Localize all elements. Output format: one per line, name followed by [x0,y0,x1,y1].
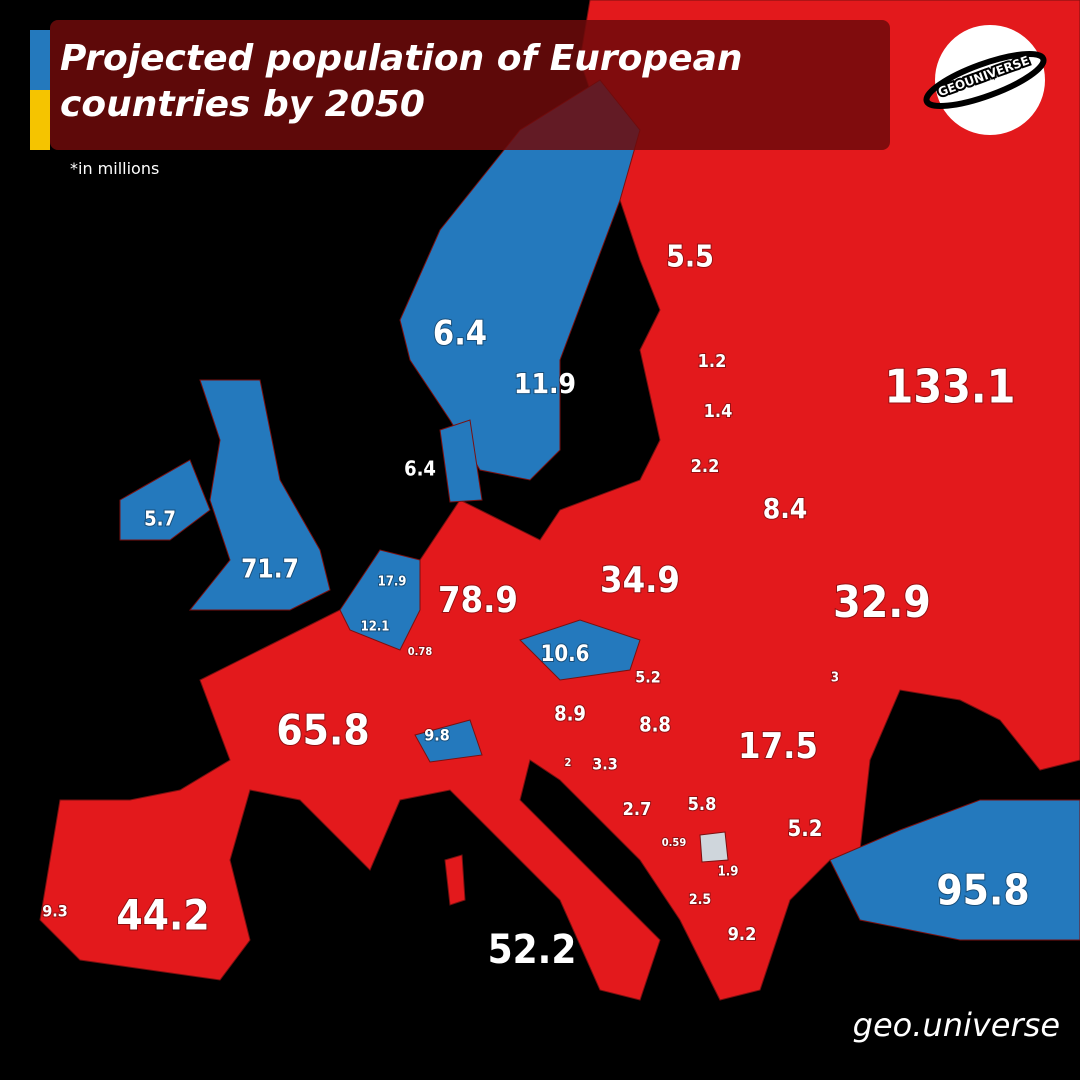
region-value: 2.7 [623,799,652,820]
region-value: 11.9 [514,367,576,400]
region-value: 17.5 [738,726,818,767]
region-value: 65.8 [276,706,369,755]
region-value: 34.9 [600,560,680,601]
benelux [339,549,421,651]
red-countries [39,0,1080,1001]
region-value: 3.3 [592,755,618,774]
region-value: 9.8 [424,726,450,745]
ireland [119,459,211,541]
region-value: 3 [831,671,839,686]
region-value: 2.5 [689,892,711,908]
region-value: 9.2 [728,924,757,945]
sardinia-corsica [444,854,466,906]
denmark [439,419,483,503]
flag-blue [30,30,50,90]
region-value: 133.1 [885,360,1016,414]
flag-yellow [30,90,50,150]
czechia [519,619,641,681]
logo-ring [923,51,1047,109]
region-value: 8.8 [639,713,671,737]
region-value: 95.8 [936,866,1029,915]
switzerland [414,719,483,763]
region-value: 6.4 [404,457,436,481]
region-value: 12.1 [361,620,390,635]
kosovo [699,831,729,863]
region-value: 5.2 [635,668,661,687]
region-value: 8.4 [763,492,808,525]
region-value: 5.8 [688,794,717,815]
region-value: 2 [565,756,572,769]
labels: 5.5 6.4 11.9 1.2 1.4 133.1 6.4 2.2 5.7 8.4 71.7 17.… [41,239,1030,975]
note: *in millions [70,159,159,178]
region-value: 8.9 [554,702,586,726]
title-box [50,20,890,150]
region-value: 71.7 [241,555,299,585]
region-value: 5.5 [666,240,714,275]
great-britain [188,379,331,611]
region-value: 0.59 [662,836,687,849]
region-value: 1.4 [704,401,733,422]
region-value: 5.2 [787,817,822,842]
region-value: 44.2 [116,891,209,940]
region-value: 2.2 [691,456,720,477]
region-value: 52.2 [488,927,577,973]
region-value: 32.9 [833,577,931,628]
region-value: 5.7 [144,507,176,531]
region-value: 10.6 [541,642,590,667]
watermark: geo.universe [853,1006,1060,1044]
title-holder: Projected population of European countri… [60,38,743,125]
region-value: 1.2 [698,351,727,372]
region-value: 0.78 [408,645,433,658]
land [39,0,1080,1001]
chart-title: Projected population of European countri… [60,38,743,125]
region-value: 78.9 [438,580,518,621]
region-value: 1.9 [718,865,739,880]
turkey [829,799,1080,941]
region-value: 6.4 [433,314,487,354]
region-value: 17.9 [378,575,407,590]
region-value: 9.3 [42,902,68,921]
